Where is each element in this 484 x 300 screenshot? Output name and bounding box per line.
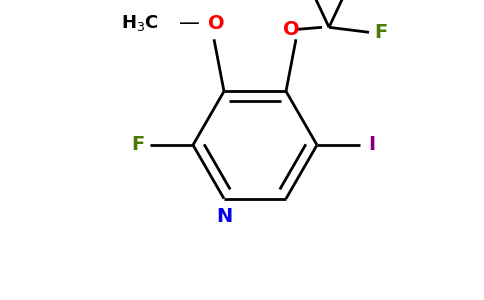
Text: O: O bbox=[283, 20, 299, 39]
Text: O: O bbox=[208, 14, 224, 33]
Text: N: N bbox=[216, 207, 232, 226]
Text: —: — bbox=[179, 13, 199, 33]
Text: F: F bbox=[131, 136, 145, 154]
Text: I: I bbox=[368, 136, 376, 154]
Text: F: F bbox=[375, 23, 388, 42]
Text: H$_3$C: H$_3$C bbox=[121, 13, 159, 33]
